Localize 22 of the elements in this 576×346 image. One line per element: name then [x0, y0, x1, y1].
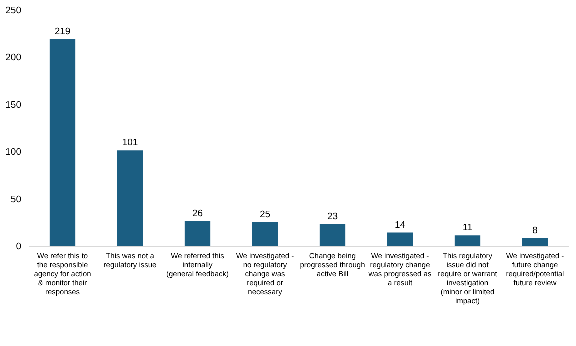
bar — [117, 150, 144, 246]
bar — [184, 221, 211, 246]
y-tick-label: 250 — [6, 6, 22, 16]
bar — [50, 39, 76, 246]
data-label: 14 — [394, 220, 406, 231]
bar — [454, 236, 481, 246]
y-tick-label: 150 — [6, 100, 22, 111]
bar — [252, 222, 278, 246]
y-tick-label: 200 — [6, 52, 22, 64]
data-label: 8 — [532, 225, 538, 236]
data-label: 26 — [192, 208, 204, 220]
y-tick-label: 100 — [6, 147, 22, 158]
data-label: 23 — [327, 211, 338, 222]
y-tick-label: 50 — [10, 194, 22, 206]
bar — [522, 238, 548, 246]
y-tick-label: 0 — [16, 242, 22, 252]
bar — [320, 224, 346, 246]
data-label: 219 — [54, 26, 71, 38]
data-label: 11 — [462, 222, 473, 234]
data-label: 25 — [260, 209, 271, 220]
data-label: 101 — [122, 138, 138, 149]
bar — [387, 232, 414, 246]
